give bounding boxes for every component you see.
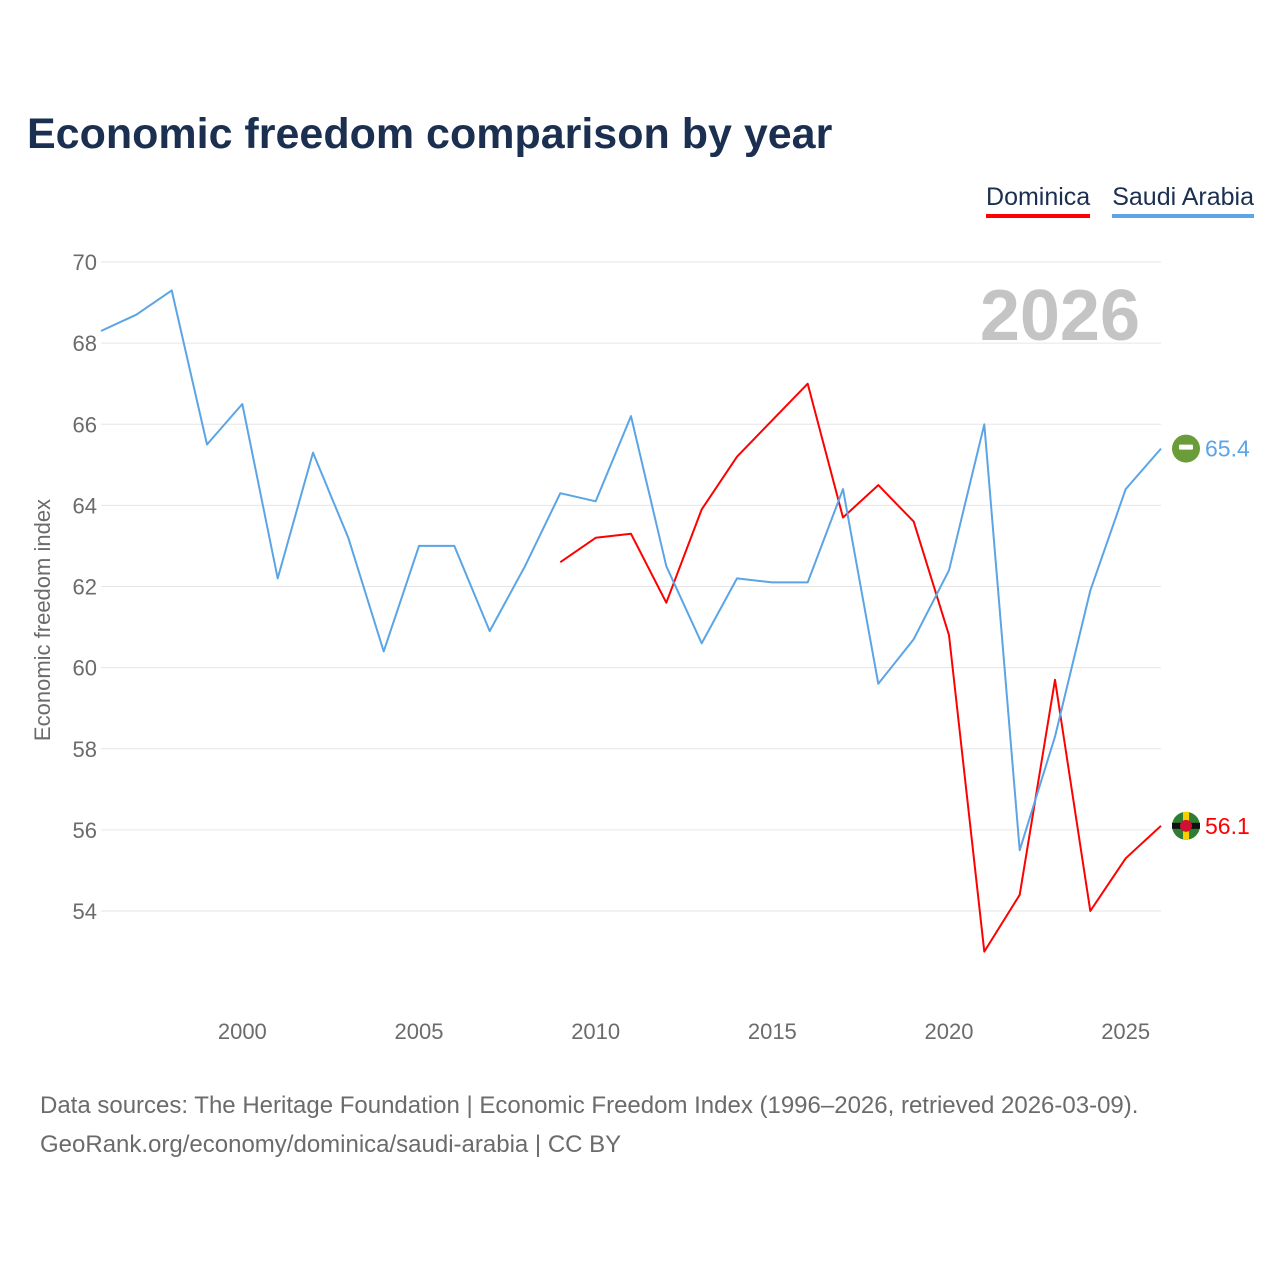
legend-item-dominica[interactable]: Dominica xyxy=(986,183,1091,218)
footer: Data sources: The Heritage Foundation | … xyxy=(40,1086,1138,1164)
y-tick-label: 60 xyxy=(73,656,97,681)
y-tick-label: 54 xyxy=(73,899,97,924)
flag-disc xyxy=(1180,819,1192,832)
y-tick-label: 58 xyxy=(73,737,97,762)
y-tick-label: 56 xyxy=(73,818,97,843)
legend-item-saudi-arabia[interactable]: Saudi Arabia xyxy=(1112,183,1254,218)
series-line-dominica xyxy=(559,382,1162,953)
x-tick-label: 2000 xyxy=(218,1019,267,1044)
x-tick-label: 2025 xyxy=(1101,1019,1150,1044)
x-tick-label: 2005 xyxy=(395,1019,444,1044)
series-line-saudi-arabia xyxy=(100,289,1162,852)
end-value-label: 56.1 xyxy=(1205,813,1250,839)
y-tick-label: 62 xyxy=(73,575,97,600)
legend: Dominica Saudi Arabia xyxy=(986,183,1254,218)
data-source-text: Data sources: The Heritage Foundation | … xyxy=(40,1092,1139,1119)
x-tick-label: 2010 xyxy=(571,1019,620,1044)
end-value-label: 65.4 xyxy=(1205,436,1250,462)
year-watermark: 2026 xyxy=(980,276,1140,356)
flag-icon xyxy=(1172,434,1200,463)
flag-icon xyxy=(1172,811,1200,840)
source-link[interactable]: GeoRank.org/economy/dominica/saudi-arabi… xyxy=(40,1131,622,1158)
y-axis-label: Economic freedom index xyxy=(30,499,55,741)
y-tick-label: 64 xyxy=(73,493,97,518)
y-tick-label: 66 xyxy=(73,412,97,437)
chart-title: Economic freedom comparison by year xyxy=(27,110,833,158)
x-tick-label: 2020 xyxy=(925,1019,974,1044)
x-tick-label: 2015 xyxy=(748,1019,797,1044)
y-tick-label: 68 xyxy=(73,331,97,356)
y-tick-label: 70 xyxy=(73,250,97,275)
flag-emblem xyxy=(1179,444,1193,450)
